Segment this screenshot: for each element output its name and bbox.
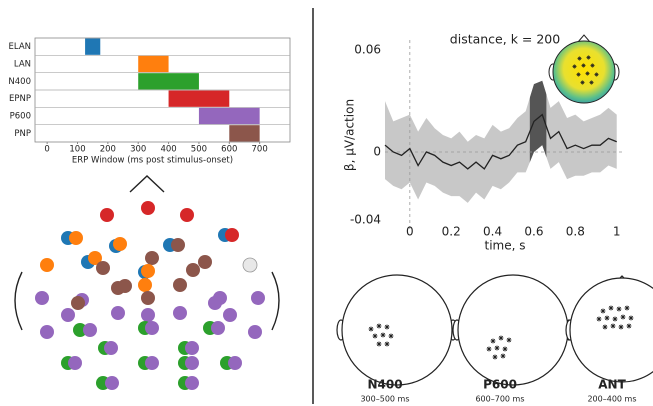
topoplot-window: 600–700 ms [475, 395, 524, 404]
bar [138, 55, 169, 73]
x-tick-label: 1 [613, 225, 621, 239]
topoplot: N400 300–500 ms [336, 274, 458, 404]
x-axis-label: time, s [485, 239, 526, 253]
topoplot-label: N400 [367, 378, 402, 392]
confidence-band [385, 80, 617, 203]
bar [198, 107, 260, 125]
x-tick-label: 700 [252, 145, 268, 155]
topoplot-window: 200–400 ms [587, 395, 636, 404]
highlight-band [529, 80, 547, 163]
x-tick-label: 200 [100, 145, 116, 155]
bar [85, 38, 101, 55]
x-tick-label: 0.2 [442, 225, 461, 239]
mean-line [384, 113, 617, 170]
category-label: P600 [10, 112, 31, 122]
category-label: ELAN [9, 42, 31, 52]
bar [138, 73, 199, 90]
topoplot-label: ANT [598, 378, 626, 392]
category-label: PNP [14, 129, 31, 139]
x-tick-label: 0.6 [524, 225, 543, 239]
category-label: LAN [14, 60, 31, 70]
electrode-map [14, 175, 280, 390]
category-label: N400 [8, 77, 31, 87]
y-tick-label: 0.06 [354, 43, 381, 57]
y-tick-label: 0 [373, 144, 381, 158]
topoplot-window: 300–500 ms [360, 395, 409, 404]
x-tick-label: 0.4 [483, 225, 502, 239]
bar [229, 125, 260, 142]
x-tick-label: 500 [191, 145, 207, 155]
x-tick-label: 0 [44, 145, 49, 155]
x-tick-label: 0.8 [566, 225, 585, 239]
x-tick-label: 600 [221, 145, 237, 155]
y-tick-label: -0.04 [350, 212, 381, 226]
topoplot: ANT 200–400 ms [565, 275, 653, 404]
topoplot-label: P600 [483, 378, 517, 392]
x-tick-label: 400 [160, 145, 176, 155]
category-label: EPNP [9, 94, 31, 104]
chart-title: distance, k = 200 [450, 32, 560, 47]
x-tick-label: 300 [130, 145, 146, 155]
y-axis-label: β, μV/action [343, 99, 357, 171]
inset-head [548, 34, 620, 104]
bar [168, 90, 230, 107]
x-tick-label: 100 [69, 145, 85, 155]
x-tick-label: 0 [406, 225, 414, 239]
x-axis-label: ERP Window (ms post stimulus-onset) [72, 156, 233, 166]
topoplot: P600 600–700 ms [452, 274, 574, 404]
